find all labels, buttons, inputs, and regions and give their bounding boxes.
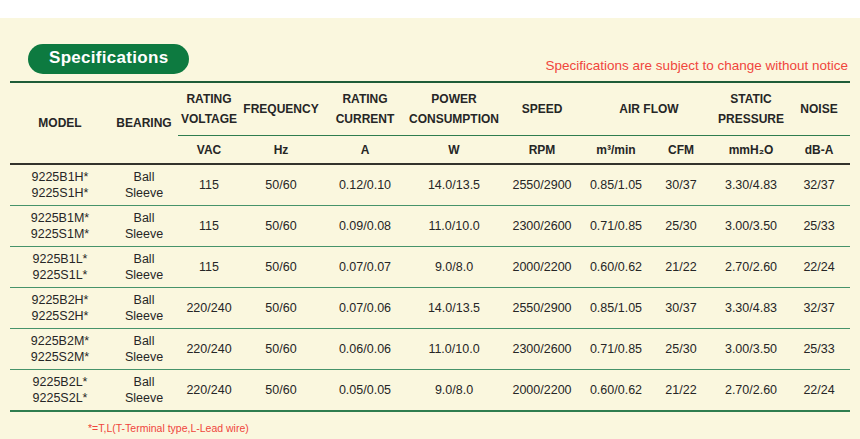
bearing-cell: Ball Sleeve: [110, 206, 178, 247]
cream-panel: Specifications Specifications are subjec…: [0, 18, 860, 439]
col-header-rating-voltage: RATING VOLTAGE: [178, 83, 240, 136]
voltage-cell: 220/240: [178, 329, 240, 370]
power-cell: 14.0/13.5: [408, 164, 500, 206]
unit-mmh2o: mmH₂O: [714, 136, 788, 165]
noise-cell: 25/33: [788, 206, 850, 247]
unit-w: W: [408, 136, 500, 165]
airflow-cfm-cell: 30/37: [648, 164, 714, 206]
airflow-m3min-cell: 0.60/0.62: [584, 247, 648, 288]
col-header-noise: NOISE: [788, 83, 850, 136]
bearing-cell: Ball Sleeve: [110, 164, 178, 206]
unit-m3min: m³/min: [584, 136, 648, 165]
specifications-badge: Specifications: [28, 44, 189, 74]
current-cell: 0.07/0.07: [322, 247, 408, 288]
unit-rpm: RPM: [500, 136, 584, 165]
current-cell: 0.05/0.05: [322, 370, 408, 412]
bearing-cell: Ball Sleeve: [110, 329, 178, 370]
col-header-power-consumption: POWER CONSUMPTION: [408, 83, 500, 136]
airflow-m3min-cell: 0.85/1.05: [584, 164, 648, 206]
frequency-cell: 50/60: [240, 206, 322, 247]
frequency-cell: 50/60: [240, 288, 322, 329]
noise-cell: 32/37: [788, 288, 850, 329]
airflow-cfm-cell: 21/22: [648, 247, 714, 288]
model-cell: 9225B2H* 9225S2H*: [10, 288, 110, 329]
voltage-cell: 220/240: [178, 370, 240, 412]
frequency-cell: 50/60: [240, 329, 322, 370]
voltage-cell: 115: [178, 206, 240, 247]
column-header-row: MODEL BEARING RATING VOLTAGE FREQUENCY R…: [10, 83, 850, 136]
voltage-cell: 115: [178, 164, 240, 206]
current-cell: 0.06/0.06: [322, 329, 408, 370]
table-row: 9225B1H* 9225S1H* Ball Sleeve 115 50/60 …: [10, 164, 850, 206]
speed-cell: 2550/2900: [500, 164, 584, 206]
table-row: 9225B1M* 9225S1M* Ball Sleeve 115 50/60 …: [10, 206, 850, 247]
static-pressure-cell: 2.70/2.60: [714, 370, 788, 412]
col-header-air-flow: AIR FLOW: [584, 83, 714, 136]
airflow-m3min-cell: 0.60/0.62: [584, 370, 648, 412]
col-header-model: MODEL: [10, 83, 110, 164]
airflow-cfm-cell: 25/30: [648, 206, 714, 247]
noise-cell: 25/33: [788, 329, 850, 370]
power-cell: 9.0/8.0: [408, 247, 500, 288]
change-notice-text: Specifications are subject to change wit…: [546, 58, 848, 74]
model-cell: 9225B1M* 9225S1M*: [10, 206, 110, 247]
airflow-cfm-cell: 21/22: [648, 370, 714, 412]
voltage-cell: 220/240: [178, 288, 240, 329]
static-pressure-cell: 2.70/2.60: [714, 247, 788, 288]
current-cell: 0.09/0.08: [322, 206, 408, 247]
bearing-cell: Ball Sleeve: [110, 247, 178, 288]
col-header-frequency: FREQUENCY: [240, 83, 322, 136]
noise-cell: 22/24: [788, 247, 850, 288]
airflow-m3min-cell: 0.71/0.85: [584, 206, 648, 247]
frequency-cell: 50/60: [240, 247, 322, 288]
unit-cfm: CFM: [648, 136, 714, 165]
airflow-cfm-cell: 25/30: [648, 329, 714, 370]
col-header-static-pressure: STATIC PRESSURE: [714, 83, 788, 136]
speed-cell: 2000/2200: [500, 370, 584, 412]
current-cell: 0.07/0.06: [322, 288, 408, 329]
model-cell: 9225B2L* 9225S2L*: [10, 370, 110, 412]
bearing-cell: Ball Sleeve: [110, 370, 178, 412]
static-pressure-cell: 3.00/3.50: [714, 206, 788, 247]
table-row: 9225B2M* 9225S2M* Ball Sleeve 220/240 50…: [10, 329, 850, 370]
noise-cell: 32/37: [788, 164, 850, 206]
airflow-m3min-cell: 0.71/0.85: [584, 329, 648, 370]
col-header-rating-current: RATING CURRENT: [322, 83, 408, 136]
asterisk-footnote: *=T,L(T-Terminal type,L-Lead wire): [88, 422, 860, 434]
unit-vac: VAC: [178, 136, 240, 165]
power-cell: 14.0/13.5: [408, 288, 500, 329]
table-row: 9225B2H* 9225S2H* Ball Sleeve 220/240 50…: [10, 288, 850, 329]
static-pressure-cell: 3.30/4.83: [714, 288, 788, 329]
unit-a: A: [322, 136, 408, 165]
bearing-cell: Ball Sleeve: [110, 288, 178, 329]
airflow-cfm-cell: 30/37: [648, 288, 714, 329]
noise-cell: 22/24: [788, 370, 850, 412]
power-cell: 11.0/10.0: [408, 329, 500, 370]
col-header-bearing: BEARING: [110, 83, 178, 164]
static-pressure-cell: 3.30/4.83: [714, 164, 788, 206]
airflow-m3min-cell: 0.85/1.05: [584, 288, 648, 329]
unit-hz: Hz: [240, 136, 322, 165]
table-row: 9225B2L* 9225S2L* Ball Sleeve 220/240 50…: [10, 370, 850, 412]
speed-cell: 2300/2600: [500, 206, 584, 247]
speed-cell: 2300/2600: [500, 329, 584, 370]
specifications-table: MODEL BEARING RATING VOLTAGE FREQUENCY R…: [10, 83, 850, 412]
frequency-cell: 50/60: [240, 164, 322, 206]
speed-cell: 2000/2200: [500, 247, 584, 288]
power-cell: 9.0/8.0: [408, 370, 500, 412]
unit-dba: dB-A: [788, 136, 850, 165]
speed-cell: 2550/2900: [500, 288, 584, 329]
model-cell: 9225B1H* 9225S1H*: [10, 164, 110, 206]
table-row: 9225B1L* 9225S1L* Ball Sleeve 115 50/60 …: [10, 247, 850, 288]
model-cell: 9225B1L* 9225S1L*: [10, 247, 110, 288]
model-cell: 9225B2M* 9225S2M*: [10, 329, 110, 370]
page-header: Specifications Specifications are subjec…: [0, 18, 860, 81]
power-cell: 11.0/10.0: [408, 206, 500, 247]
static-pressure-cell: 3.00/3.50: [714, 329, 788, 370]
voltage-cell: 115: [178, 247, 240, 288]
current-cell: 0.12/0.10: [322, 164, 408, 206]
col-header-speed: SPEED: [500, 83, 584, 136]
spec-sheet-page: Specifications Specifications are subjec…: [0, 0, 860, 439]
frequency-cell: 50/60: [240, 370, 322, 412]
